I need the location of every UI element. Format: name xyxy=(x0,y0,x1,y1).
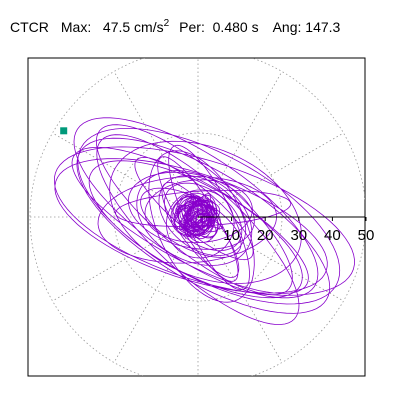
grid-spoke-30 xyxy=(197,132,344,218)
radial-tick-label-20: 20 xyxy=(257,227,274,244)
max-label: Max: xyxy=(60,18,92,35)
max-unit-exp: 2 xyxy=(163,18,170,29)
orbit-path xyxy=(54,117,355,325)
ang-value: 147.3 xyxy=(305,18,341,35)
ang-label: Ang: xyxy=(272,18,302,35)
max-unit-base: cm/s xyxy=(134,18,164,35)
max-value: 47.5 xyxy=(102,18,131,35)
max-unit: cm/s2 xyxy=(134,18,169,35)
per-label: Per: xyxy=(179,18,205,35)
grid-spoke-240 xyxy=(113,216,199,363)
polar-axes xyxy=(198,216,367,221)
peak-marker xyxy=(60,127,68,135)
chart-header: CTCR Max: 47.5 cm/s2 Per: 0.480 s Ang: 147.… xyxy=(10,18,340,35)
grid-spoke-330 xyxy=(197,216,344,302)
grid-spoke-210 xyxy=(52,216,199,302)
per-value: 0.480 s xyxy=(212,18,259,35)
radial-tick-label-10: 10 xyxy=(223,227,240,244)
radial-tick-label-50: 50 xyxy=(358,227,375,244)
grid-spoke-60 xyxy=(197,71,283,218)
radial-tick-label-40: 40 xyxy=(324,227,341,244)
component-label: CTCR xyxy=(10,18,49,35)
radial-tick-label-30: 30 xyxy=(290,227,307,244)
radial-tick-labels: 10 20 30 40 50 xyxy=(223,227,374,244)
orbit-trace xyxy=(54,117,355,325)
